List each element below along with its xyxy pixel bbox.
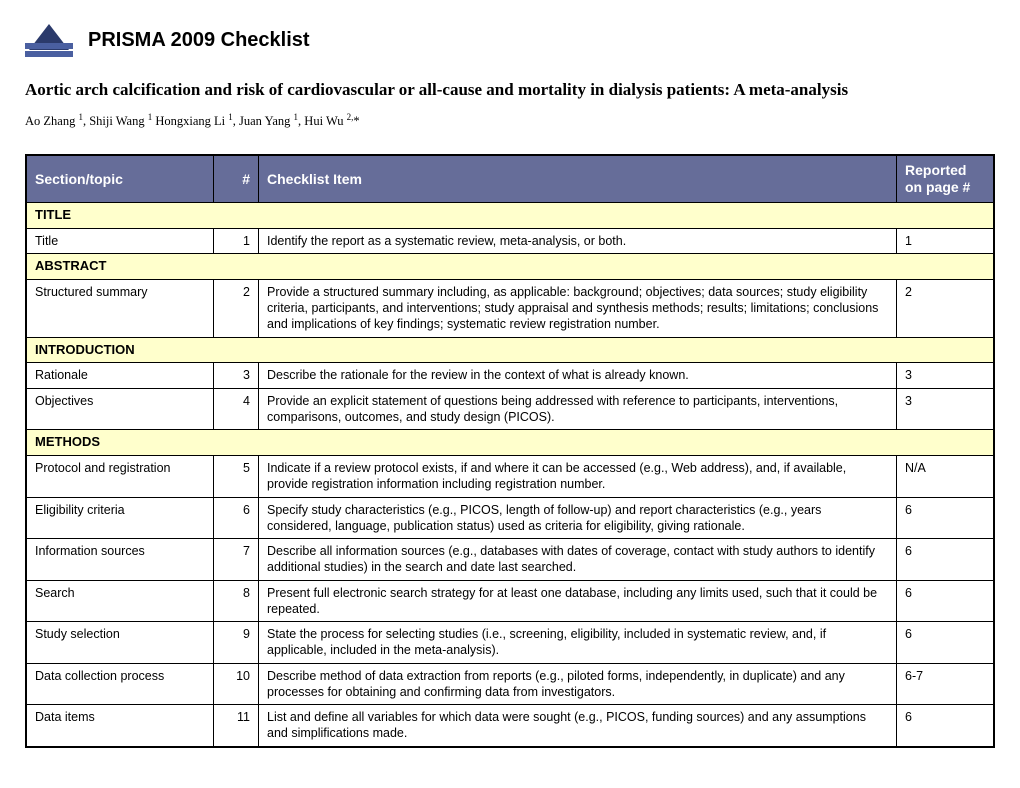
cell-item: Describe the rationale for the review in… xyxy=(259,363,897,388)
cell-item: Identify the report as a systematic revi… xyxy=(259,228,897,253)
cell-page: 6 xyxy=(897,497,995,539)
cell-section: Data collection process xyxy=(26,663,214,705)
cell-section: Title xyxy=(26,228,214,253)
prisma-logo-icon xyxy=(25,20,73,60)
section-label: ABSTRACT xyxy=(26,253,994,279)
cell-section: Eligibility criteria xyxy=(26,497,214,539)
cell-page: 2 xyxy=(897,279,995,337)
cell-num: 7 xyxy=(214,539,259,581)
section-header-row: ABSTRACT xyxy=(26,253,994,279)
cell-section: Study selection xyxy=(26,622,214,664)
table-header-row: Section/topic # Checklist Item Reported … xyxy=(26,155,994,202)
section-label: TITLE xyxy=(26,202,994,228)
cell-page: 6 xyxy=(897,539,995,581)
table-row: Structured summary2Provide a structured … xyxy=(26,279,994,337)
cell-num: 1 xyxy=(214,228,259,253)
section-header-row: INTRODUCTION xyxy=(26,337,994,363)
table-row: Data collection process10Describe method… xyxy=(26,663,994,705)
cell-section: Objectives xyxy=(26,388,214,430)
cell-item: Provide an explicit statement of questio… xyxy=(259,388,897,430)
cell-section: Rationale xyxy=(26,363,214,388)
table-row: Study selection9State the process for se… xyxy=(26,622,994,664)
cell-section: Information sources xyxy=(26,539,214,581)
cell-num: 3 xyxy=(214,363,259,388)
cell-item: Specify study characteristics (e.g., PIC… xyxy=(259,497,897,539)
table-row: Information sources7Describe all informa… xyxy=(26,539,994,581)
cell-num: 9 xyxy=(214,622,259,664)
table-row: Objectives4Provide an explicit statement… xyxy=(26,388,994,430)
cell-section: Data items xyxy=(26,705,214,747)
cell-page: 3 xyxy=(897,388,995,430)
table-body: TITLETitle1Identify the report as a syst… xyxy=(26,202,994,746)
page-title: PRISMA 2009 Checklist xyxy=(88,29,310,52)
table-row: Title1Identify the report as a systemati… xyxy=(26,228,994,253)
cell-item: Describe method of data extraction from … xyxy=(259,663,897,705)
cell-num: 8 xyxy=(214,580,259,622)
cell-page: 6-7 xyxy=(897,663,995,705)
table-row: Rationale3Describe the rationale for the… xyxy=(26,363,994,388)
cell-num: 10 xyxy=(214,663,259,705)
cell-page: 6 xyxy=(897,622,995,664)
cell-item: Provide a structured summary including, … xyxy=(259,279,897,337)
header: PRISMA 2009 Checklist xyxy=(25,20,995,60)
table-row: Search8Present full electronic search st… xyxy=(26,580,994,622)
cell-section: Search xyxy=(26,580,214,622)
col-page: Reported on page # xyxy=(897,155,995,202)
cell-item: List and define all variables for which … xyxy=(259,705,897,747)
cell-num: 11 xyxy=(214,705,259,747)
cell-page: N/A xyxy=(897,456,995,498)
section-header-row: TITLE xyxy=(26,202,994,228)
cell-num: 6 xyxy=(214,497,259,539)
cell-item: Indicate if a review protocol exists, if… xyxy=(259,456,897,498)
authors-line: Ao Zhang 1, Shiji Wang 1 Hongxiang Li 1,… xyxy=(25,112,995,129)
table-row: Eligibility criteria6Specify study chara… xyxy=(26,497,994,539)
cell-page: 6 xyxy=(897,705,995,747)
section-label: INTRODUCTION xyxy=(26,337,994,363)
col-item: Checklist Item xyxy=(259,155,897,202)
cell-num: 2 xyxy=(214,279,259,337)
cell-item: Present full electronic search strategy … xyxy=(259,580,897,622)
cell-item: Describe all information sources (e.g., … xyxy=(259,539,897,581)
cell-num: 5 xyxy=(214,456,259,498)
cell-item: State the process for selecting studies … xyxy=(259,622,897,664)
col-num: # xyxy=(214,155,259,202)
cell-page: 1 xyxy=(897,228,995,253)
section-header-row: METHODS xyxy=(26,430,994,456)
cell-num: 4 xyxy=(214,388,259,430)
cell-section: Structured summary xyxy=(26,279,214,337)
cell-page: 6 xyxy=(897,580,995,622)
checklist-table: Section/topic # Checklist Item Reported … xyxy=(25,154,995,747)
table-row: Protocol and registration5Indicate if a … xyxy=(26,456,994,498)
section-label: METHODS xyxy=(26,430,994,456)
table-row: Data items11List and define all variable… xyxy=(26,705,994,747)
col-section: Section/topic xyxy=(26,155,214,202)
cell-page: 3 xyxy=(897,363,995,388)
document-subtitle: Aortic arch calcification and risk of ca… xyxy=(25,80,995,100)
cell-section: Protocol and registration xyxy=(26,456,214,498)
